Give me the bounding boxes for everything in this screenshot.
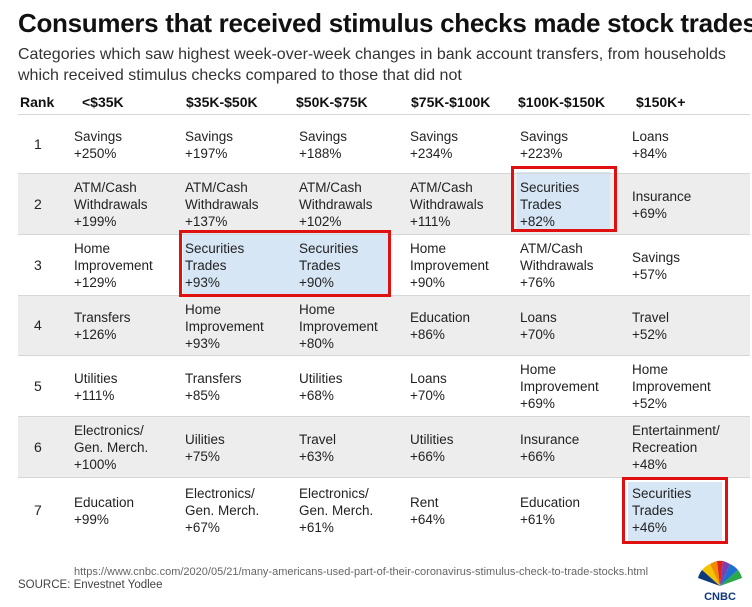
column-header: $150K+ [636, 94, 686, 110]
table-cell: Home Improvement +90% [410, 241, 489, 290]
table-cell: Savings +197% [185, 128, 234, 161]
table-row: 3 Home Improvement +129% Securities Trades… [18, 234, 750, 296]
table-cell: Electronics/ Gen. Merch. +61% [299, 486, 374, 535]
table-cell: ATM/Cash Withdrawals +102% [299, 180, 373, 229]
column-header: $75K-$100K [411, 94, 491, 110]
table-cell: Home Improvement +69% [520, 362, 599, 411]
table-cell: Insurance +69% [632, 188, 692, 221]
table-row: 2 ATM/Cash Withdrawals +199% ATM/Cash With… [18, 173, 750, 235]
highlight-box [179, 230, 391, 297]
rank-cell: 1 [34, 135, 42, 152]
table-cell: Securities Trades +82% [520, 180, 580, 229]
source-note: SOURCE: Envestnet Yodlee [18, 579, 163, 591]
rank-cell: 7 [34, 501, 42, 518]
table-header: Rank <$35K $35K-$50K $50K-$75K $75K-$100K $1… [0, 94, 752, 114]
table-cell: ATM/Cash Withdrawals +76% [520, 241, 594, 290]
table-row: 4 Transfers +126% Home Improvement +93% Hom… [18, 295, 750, 356]
table-cell: Travel +63% [299, 431, 337, 464]
peacock-icon [698, 560, 742, 586]
table-cell: Savings +250% [74, 128, 123, 161]
chart-title: Consumers that received stimulus checks … [18, 8, 752, 38]
table-cell: Home Improvement +80% [299, 301, 378, 351]
table-cell: Securities Trades +46% [632, 486, 692, 535]
table-cell: Rent +64% [410, 494, 445, 527]
table-cell: Savings +234% [410, 128, 459, 161]
column-header: $50K-$75K [296, 94, 368, 110]
rank-cell: 3 [34, 256, 42, 273]
table-cell: Home Improvement +129% [74, 241, 153, 290]
highlight-fill [628, 482, 722, 541]
table-cell: Transfers +126% [74, 310, 131, 342]
table-cell: Insurance +66% [520, 431, 580, 464]
rank-cell: 6 [34, 438, 42, 455]
table-row: 6 Electronics/ Gen. Merch. +100% Uilities … [18, 416, 750, 478]
table-cell: Entertainment/ Recreation +48% [632, 423, 720, 472]
rank-cell: 4 [34, 317, 42, 333]
table-cell: Securities Trades +93% [185, 241, 245, 290]
rank-cell: 5 [34, 377, 42, 394]
highlight-box [622, 477, 728, 544]
table-cell: Electronics/ Gen. Merch. +100% [74, 423, 149, 472]
table-cell: ATM/Cash Withdrawals +137% [185, 180, 259, 229]
column-header: <$35K [82, 94, 124, 110]
table-cell: ATM/Cash Withdrawals +111% [410, 180, 484, 229]
table-cell: Loans +84% [632, 128, 669, 161]
rank-header: Rank [20, 94, 55, 110]
table-cell: Savings +57% [632, 249, 681, 282]
chart-subtitle: Categories which saw highest week-over-w… [18, 46, 726, 84]
highlight-box [511, 166, 617, 232]
table-cell: Savings +188% [299, 128, 348, 161]
table-cell: Uilities +75% [185, 431, 225, 464]
table-cell: Utilities +68% [299, 370, 343, 403]
column-header: $100K-$150K [518, 94, 606, 110]
table-cell: Education +99% [74, 494, 135, 527]
table-cell: Securities Trades +90% [299, 241, 359, 290]
table-cell: Transfers +85% [185, 370, 242, 403]
table-cell: ATM/Cash Withdrawals +199% [74, 180, 148, 229]
cnbc-peacock-logo: CNBC [698, 560, 742, 603]
table-cell: Home Improvement +93% [185, 301, 264, 351]
table-row: 1 Savings +250% Savings +197% Savings +188%… [18, 114, 750, 174]
table-cell: Loans +70% [410, 370, 447, 403]
svg-text:CNBC: CNBC [704, 591, 736, 603]
column-header: $35K-$50K [186, 94, 258, 110]
table-cell: Utilities +111% [74, 370, 118, 403]
table-cell: Travel +52% [632, 310, 670, 342]
highlight-fill [183, 233, 390, 294]
table-cell: Home Improvement +52% [632, 362, 711, 411]
table-row: 5 Utilities +111% Transfers +85% Utilities … [18, 355, 750, 417]
table-cell: Electronics/ Gen. Merch. +67% [185, 486, 260, 535]
table-cell: Loans +70% [520, 310, 557, 342]
table-cell: Education +61% [520, 494, 581, 527]
highlight-fill [517, 172, 610, 229]
table-row: 7 Education +99% Electronics/ Gen. Merch. … [18, 477, 750, 543]
table-cell: Savings +223% [520, 128, 569, 161]
rank-cell: 2 [34, 195, 42, 212]
source-url: https://www.cnbc.com/2020/05/21/many-ame… [74, 566, 649, 578]
table-cell: Education +86% [410, 310, 471, 342]
table-cell: Utilities +66% [410, 431, 454, 464]
